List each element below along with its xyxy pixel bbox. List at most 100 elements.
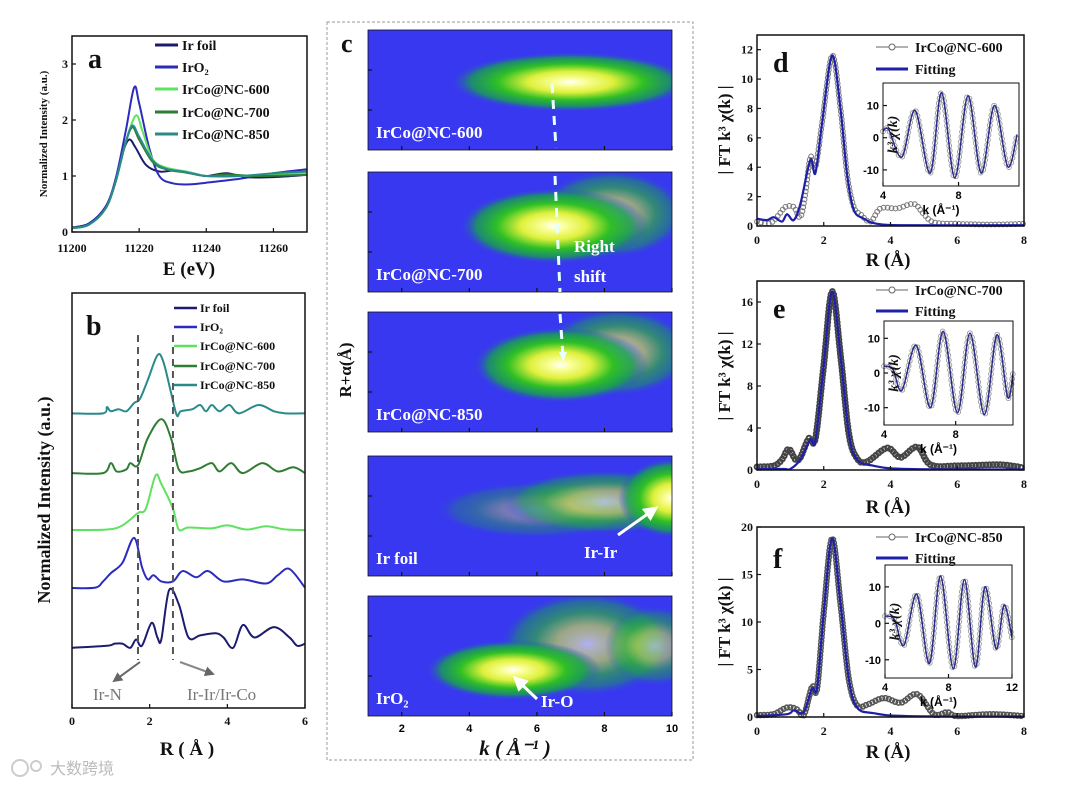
watermark-logo-icon bbox=[30, 760, 42, 772]
legend-label: Ir foil bbox=[200, 301, 230, 315]
data-point bbox=[780, 705, 787, 713]
x-tick-label: 2 bbox=[399, 723, 405, 735]
y-tick-label: 0 bbox=[62, 225, 68, 239]
data-point bbox=[900, 203, 907, 210]
data-point bbox=[1006, 164, 1012, 170]
axis-label-x-c: k ( Å⁻¹ ) bbox=[479, 736, 551, 760]
data-point bbox=[975, 461, 983, 469]
x-tick-label: 8 bbox=[953, 429, 959, 441]
y-tick-label: 12 bbox=[741, 337, 753, 351]
y-tick-label: 15 bbox=[741, 568, 753, 582]
y-tick-label: 0 bbox=[747, 710, 753, 724]
y-tick-label: 2 bbox=[747, 190, 753, 204]
plot-frame bbox=[71, 292, 306, 709]
data-point bbox=[894, 453, 902, 461]
data-point bbox=[912, 443, 919, 451]
panel-letter-d: d bbox=[773, 48, 789, 79]
arrow-ir-ir bbox=[179, 661, 215, 676]
legend-marker bbox=[888, 43, 896, 51]
data-point bbox=[996, 461, 1004, 469]
inset-y-label: k³ χ(k) bbox=[886, 116, 901, 154]
data-point bbox=[799, 208, 806, 215]
x-tick-label: 4 bbox=[882, 682, 889, 694]
data-point bbox=[904, 202, 910, 209]
legend-label: IrCo@NC-850 bbox=[200, 378, 275, 392]
heatmap-label: IrCo@NC-600 bbox=[376, 123, 482, 142]
data-point bbox=[876, 205, 883, 212]
y-tick-label: 4 bbox=[747, 160, 753, 174]
axis-label-x-d: R (Å) bbox=[866, 250, 911, 271]
x-tick-label: 11220 bbox=[124, 241, 153, 255]
watermark: 大数跨境 bbox=[11, 759, 114, 778]
data-point bbox=[791, 455, 799, 463]
heatmap-label: Ir foil bbox=[376, 549, 418, 568]
x-tick-label: 10 bbox=[666, 723, 678, 735]
axis-label-x-e: R (Å) bbox=[866, 497, 911, 518]
panel-letter-b: b bbox=[86, 311, 102, 342]
plot-frame bbox=[367, 29, 673, 151]
x-tick-label: 6 bbox=[954, 477, 960, 491]
label-ir-ir: Ir-Ir bbox=[584, 543, 618, 562]
data-point bbox=[965, 462, 972, 469]
y-tick-label: 20 bbox=[741, 520, 753, 534]
y-tick-label: 16 bbox=[741, 295, 753, 309]
data-point bbox=[888, 205, 895, 212]
data-point bbox=[885, 695, 892, 703]
data-point bbox=[941, 709, 949, 716]
y-tick-label: 4 bbox=[747, 421, 753, 435]
axis-label-x-f: R (Å) bbox=[866, 742, 911, 763]
data-point bbox=[886, 128, 893, 135]
panel-b: 0 2 4 6 bbox=[69, 292, 308, 728]
x-tick-label: 2 bbox=[147, 714, 153, 728]
y-tick-label: 10 bbox=[741, 72, 753, 86]
y-tick-label: -10 bbox=[865, 655, 881, 667]
legend-label-fit: Fitting bbox=[915, 552, 955, 567]
y-tick-label: 10 bbox=[868, 333, 880, 345]
data-point bbox=[927, 461, 934, 469]
data-point bbox=[798, 212, 805, 219]
inset-kspace: 4 8 -10 0 10 k (Å⁻¹) k³ χ(k) bbox=[864, 320, 1016, 456]
data-point bbox=[883, 125, 890, 131]
x-tick-label: 6 bbox=[954, 233, 960, 247]
axis-label-y-c: R+α(Å) bbox=[336, 342, 355, 397]
data-point bbox=[1003, 461, 1011, 469]
x-tick-label: 8 bbox=[601, 723, 607, 735]
data-point bbox=[1007, 462, 1014, 470]
axis-label-y-f: | FT k³ χ(k) | bbox=[715, 577, 734, 666]
data-point bbox=[910, 691, 917, 698]
data-point bbox=[787, 704, 794, 711]
inset-x-label: k (Å⁻¹) bbox=[920, 441, 957, 456]
data-point bbox=[878, 695, 886, 702]
heatmap-label: IrO₂ bbox=[376, 689, 408, 708]
data-point bbox=[991, 102, 997, 109]
x-tick-label: 4 bbox=[880, 190, 887, 202]
data-point bbox=[979, 461, 986, 469]
x-tick-label: 11200 bbox=[57, 241, 86, 255]
plot-frame bbox=[71, 35, 308, 233]
legend-label-data: IrCo@NC-850 bbox=[915, 531, 1003, 546]
y-tick-label: 2 bbox=[62, 113, 68, 127]
legend-b: Ir foil IrO₂ IrCo@NC-600 IrCo@NC-700 IrC… bbox=[174, 301, 275, 392]
panel-c: IrCo@NC-600 IrCo@NC-700 IrCo@NC-850 Ir foil… bbox=[367, 29, 678, 735]
watermark-text: 大数跨境 bbox=[50, 759, 114, 778]
label-ir-o: Ir-O bbox=[541, 692, 573, 711]
heatmap-2: IrCo@NC-850 bbox=[367, 311, 673, 433]
heatmap-3: Ir foil bbox=[367, 455, 673, 577]
data-point bbox=[896, 385, 902, 392]
heatmap-hotspot bbox=[503, 470, 672, 534]
heatmap-1: IrCo@NC-700 bbox=[367, 171, 673, 293]
data-point bbox=[986, 461, 993, 469]
fitting-curve bbox=[757, 290, 1025, 471]
legend-label-data: IrCo@NC-700 bbox=[915, 284, 1003, 299]
plot-frame bbox=[367, 455, 673, 577]
legend-label: IrCo@NC-850 bbox=[182, 128, 270, 143]
legend-label: IrCo@NC-600 bbox=[200, 339, 275, 353]
dashed-shift-line bbox=[550, 83, 565, 357]
data-point bbox=[895, 699, 902, 706]
heatmap-label: IrCo@NC-700 bbox=[376, 265, 482, 284]
x-tick-label: 11260 bbox=[259, 241, 288, 255]
y-tick-label: -10 bbox=[863, 165, 879, 177]
arrow-ir-ir bbox=[617, 506, 659, 537]
data-point bbox=[907, 201, 914, 207]
